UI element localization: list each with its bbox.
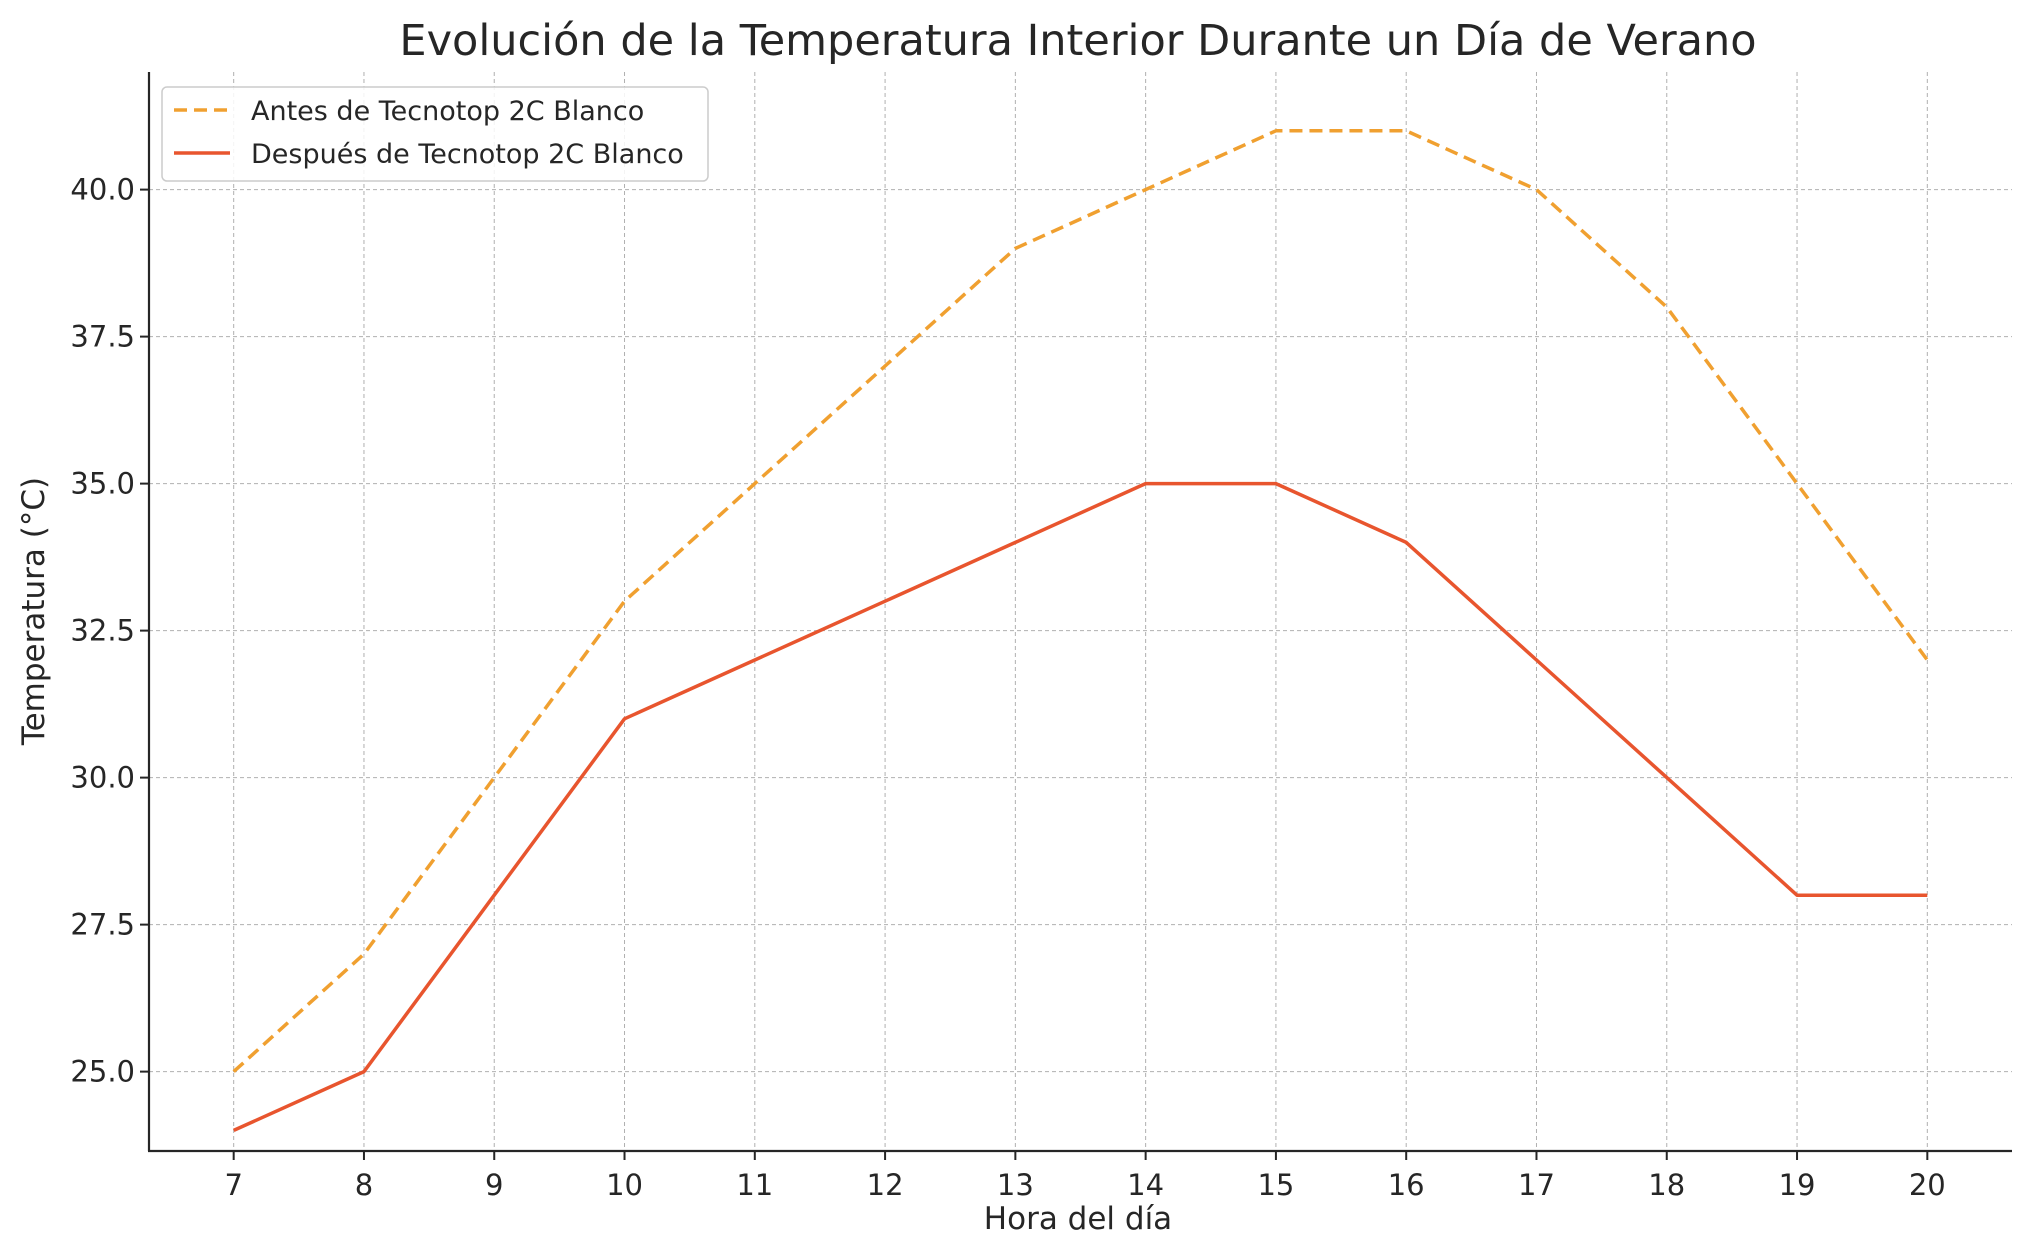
x-tick-label: 8 xyxy=(355,1168,373,1202)
y-tick-label: 40.0 xyxy=(70,173,135,207)
y-tick-label: 37.5 xyxy=(70,320,135,354)
x-axis-ticks: 7 8 9 10 11 12 13 14 15 16 17 18 19 20 xyxy=(224,1151,1946,1202)
x-tick-label: 17 xyxy=(1518,1168,1555,1202)
x-tick-label: 9 xyxy=(485,1168,503,1202)
x-tick-label: 13 xyxy=(997,1168,1034,1202)
x-tick-label: 15 xyxy=(1257,1168,1294,1202)
x-tick-label: 11 xyxy=(736,1168,773,1202)
x-tick-label: 18 xyxy=(1648,1168,1685,1202)
x-tick-label: 10 xyxy=(606,1168,643,1202)
grid-lines xyxy=(149,72,2012,1151)
x-tick-label: 14 xyxy=(1127,1168,1164,1202)
x-tick-label: 20 xyxy=(1909,1168,1946,1202)
legend: Antes de Tecnotop 2C Blanco Después de T… xyxy=(161,86,709,182)
x-axis-label: Hora del día xyxy=(984,1201,1172,1237)
x-tick-label: 19 xyxy=(1779,1168,1816,1202)
legend-label-antes: Antes de Tecnotop 2C Blanco xyxy=(251,96,644,127)
y-tick-label: 32.5 xyxy=(70,614,135,648)
axes xyxy=(147,72,2012,1153)
y-tick-label: 35.0 xyxy=(70,467,135,501)
y-axis-ticks: 25.0 27.5 30.0 32.5 35.0 37.5 40.0 xyxy=(70,173,149,1089)
series-line-antes xyxy=(232,129,1929,1073)
y-tick-label: 30.0 xyxy=(70,761,135,795)
x-tick-label: 16 xyxy=(1388,1168,1425,1202)
y-tick-label: 25.0 xyxy=(70,1055,135,1089)
y-tick-label: 27.5 xyxy=(70,908,135,942)
series-line-despues xyxy=(232,481,1928,1132)
series-lines xyxy=(232,129,1929,1132)
y-axis-label: Temperatura (°C) xyxy=(16,477,52,746)
x-tick-label: 12 xyxy=(867,1168,904,1202)
legend-box xyxy=(161,86,709,182)
chart-title: Evolución de la Temperatura Interior Dur… xyxy=(399,16,1756,66)
x-tick-label: 7 xyxy=(224,1168,242,1202)
legend-label-despues: Después de Tecnotop 2C Blanco xyxy=(251,139,684,170)
